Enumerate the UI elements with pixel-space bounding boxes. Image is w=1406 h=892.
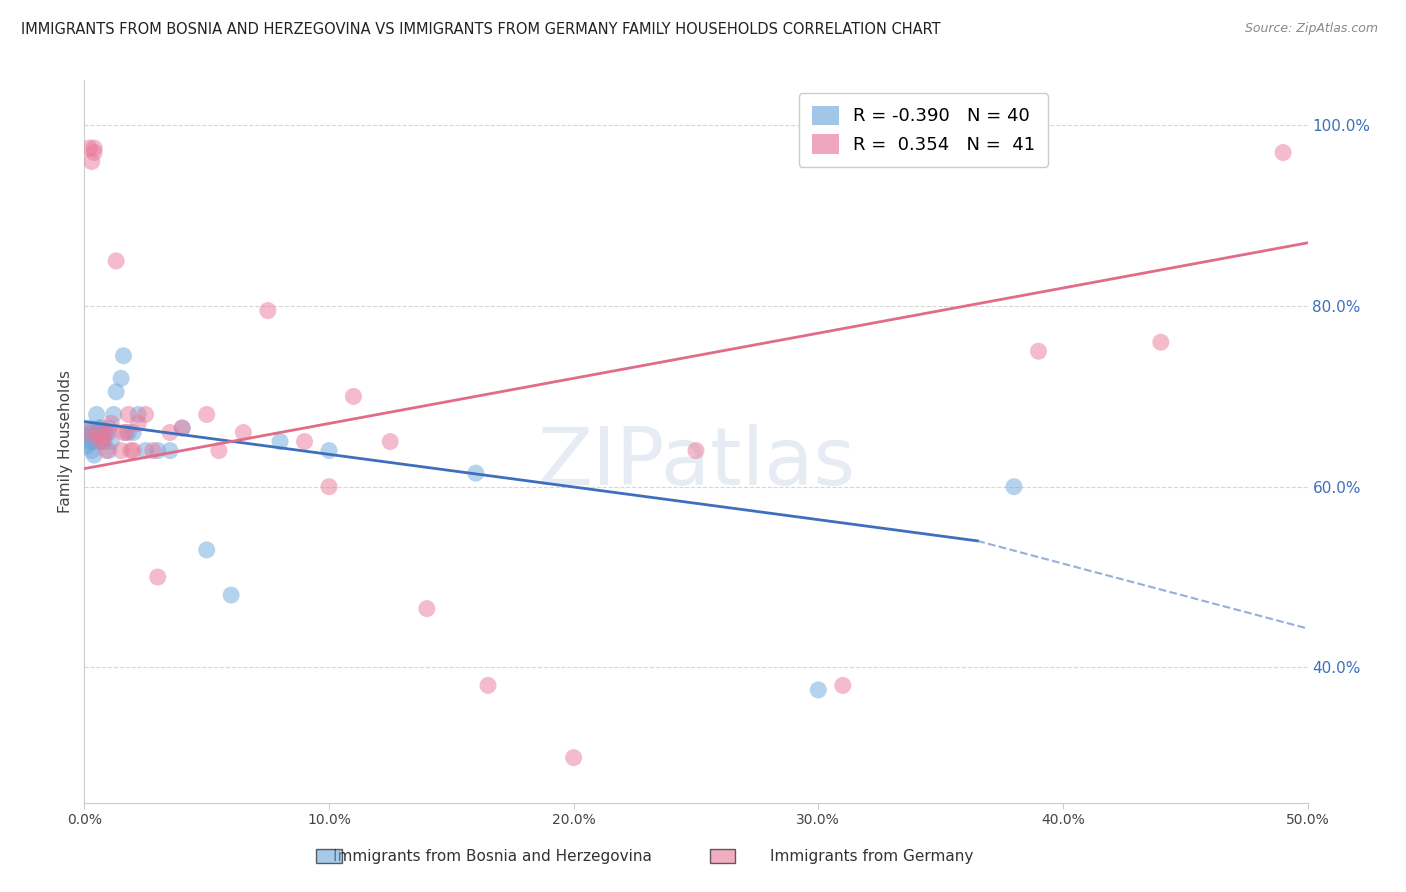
Point: [86, 430, 108, 444]
Point: [90, 434, 112, 449]
Point: [80, 443, 103, 458]
Point: [97, 425, 120, 440]
Point: [77, 425, 100, 440]
Point: [90, 421, 112, 435]
Point: [342, 389, 364, 403]
Point: [103, 408, 125, 422]
Point: [77, 421, 100, 435]
Point: [195, 408, 218, 422]
Point: [83, 141, 105, 155]
Point: [105, 254, 128, 268]
Point: [96, 443, 118, 458]
Point: [464, 466, 486, 480]
Point: [1150, 335, 1173, 350]
Point: [120, 443, 142, 458]
Point: [93, 434, 115, 449]
Text: IMMIGRANTS FROM BOSNIA AND HERZEGOVINA VS IMMIGRANTS FROM GERMANY FAMILY HOUSEHO: IMMIGRANTS FROM BOSNIA AND HERZEGOVINA V…: [21, 22, 941, 37]
Point: [122, 443, 145, 458]
Point: [1272, 145, 1295, 160]
Point: [318, 443, 340, 458]
Point: [142, 443, 165, 458]
Point: [77, 141, 100, 155]
Point: [135, 408, 157, 422]
Point: [87, 421, 110, 435]
Point: [83, 434, 105, 449]
Point: [831, 678, 853, 692]
Point: [93, 425, 115, 440]
Point: [380, 434, 402, 449]
Point: [294, 434, 316, 449]
Point: [105, 384, 128, 399]
Point: [232, 425, 254, 440]
Point: [112, 349, 135, 363]
Point: [100, 417, 122, 431]
Point: [87, 425, 110, 440]
Text: Source: ZipAtlas.com: Source: ZipAtlas.com: [1244, 22, 1378, 36]
Point: [208, 443, 231, 458]
Point: [100, 434, 122, 449]
Point: [112, 425, 135, 440]
Point: [685, 443, 707, 458]
Point: [80, 425, 103, 440]
Text: Immigrants from Bosnia and Herzegovina: Immigrants from Bosnia and Herzegovina: [333, 849, 651, 863]
Point: [117, 425, 139, 440]
Point: [257, 303, 280, 318]
Point: [76, 430, 98, 444]
Point: [93, 430, 115, 444]
Point: [110, 443, 132, 458]
Point: [1002, 480, 1025, 494]
Point: [1028, 344, 1050, 359]
Point: [83, 145, 105, 160]
Point: [122, 425, 145, 440]
Point: [86, 425, 108, 440]
Point: [135, 443, 157, 458]
Point: [80, 154, 103, 169]
Point: [477, 678, 499, 692]
Point: [77, 434, 100, 449]
Point: [86, 408, 108, 422]
Point: [117, 408, 139, 422]
Point: [172, 421, 194, 435]
Point: [97, 421, 120, 435]
Point: [83, 448, 105, 462]
Text: ZIPatlas: ZIPatlas: [537, 425, 855, 502]
Point: [80, 434, 103, 449]
Point: [159, 443, 181, 458]
Point: [76, 439, 98, 453]
Point: [96, 425, 118, 440]
Point: [127, 417, 149, 431]
Point: [76, 425, 98, 440]
Point: [318, 480, 340, 494]
Point: [146, 443, 169, 458]
Point: [146, 570, 169, 584]
Point: [195, 542, 218, 557]
Point: [416, 601, 439, 615]
Text: Immigrants from Germany: Immigrants from Germany: [770, 849, 973, 863]
Point: [172, 421, 194, 435]
Y-axis label: Family Households: Family Households: [58, 370, 73, 513]
Point: [87, 425, 110, 440]
Point: [159, 425, 181, 440]
Point: [127, 408, 149, 422]
Legend: R = -0.390   N = 40, R =  0.354   N =  41: R = -0.390 N = 40, R = 0.354 N = 41: [799, 93, 1047, 167]
Point: [115, 425, 138, 440]
Point: [90, 434, 112, 449]
Point: [807, 682, 830, 697]
Point: [97, 443, 120, 458]
Point: [219, 588, 242, 602]
Point: [110, 371, 132, 385]
Point: [269, 434, 291, 449]
Point: [562, 750, 585, 764]
